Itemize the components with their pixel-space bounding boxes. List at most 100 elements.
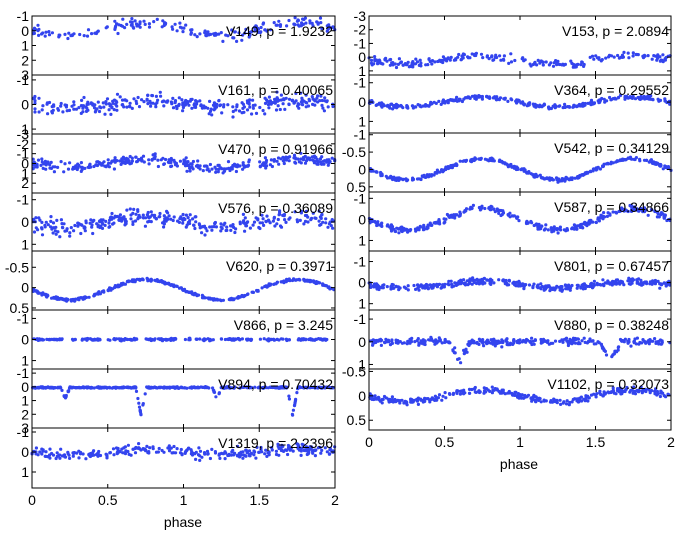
data-point (285, 337, 289, 342)
data-point (440, 341, 444, 345)
data-point (130, 17, 134, 21)
data-point (317, 219, 321, 223)
data-point (611, 210, 615, 214)
data-point (111, 101, 115, 105)
data-point (105, 97, 110, 101)
data-point (130, 156, 134, 160)
data-point (479, 279, 484, 283)
data-point (282, 386, 286, 390)
data-point (597, 219, 602, 223)
y-tick-label: 0 (358, 161, 366, 177)
y-tick-label: 1 (21, 464, 29, 480)
data-point (269, 158, 273, 162)
data-point (115, 385, 119, 390)
data-point (288, 216, 292, 220)
data-point (416, 337, 420, 341)
data-point (592, 279, 597, 283)
data-point (185, 223, 189, 227)
data-point (617, 209, 621, 214)
data-point (106, 338, 110, 342)
data-point (482, 344, 486, 348)
data-point (592, 101, 597, 105)
data-point (543, 177, 547, 181)
data-point (583, 171, 587, 175)
data-point (146, 93, 150, 97)
data-point (438, 222, 442, 226)
data-point (397, 231, 401, 235)
panel-label: V620, p = 0.3971 (226, 258, 333, 274)
data-point (249, 337, 253, 342)
data-point (582, 62, 586, 67)
data-point (137, 105, 142, 109)
y-tick-label: -1 (354, 190, 367, 206)
data-point (385, 176, 390, 180)
data-point (243, 31, 247, 35)
data-point (383, 58, 387, 62)
data-point (601, 282, 605, 286)
data-point (182, 26, 186, 30)
data-point (241, 102, 245, 106)
data-point (642, 94, 646, 99)
data-point (145, 385, 149, 389)
data-point (82, 34, 86, 38)
data-point (234, 108, 238, 112)
data-point (587, 339, 591, 343)
data-point (36, 158, 41, 162)
y-tick-label: -1 (354, 127, 367, 143)
data-point (419, 61, 423, 65)
data-point (581, 173, 585, 177)
data-point (443, 340, 447, 344)
data-point (101, 289, 106, 293)
data-point (525, 219, 529, 223)
data-point (51, 453, 56, 457)
data-point (191, 217, 195, 221)
data-point (492, 337, 496, 341)
data-point (423, 286, 427, 290)
data-point (263, 96, 267, 100)
data-point (642, 339, 646, 343)
data-point (243, 229, 247, 233)
data-point (137, 442, 141, 446)
data-point (302, 386, 306, 390)
data-point (646, 54, 650, 58)
data-point (582, 286, 586, 290)
data-point (138, 22, 142, 26)
data-point (462, 348, 466, 352)
data-point (80, 165, 84, 169)
data-point (406, 340, 410, 344)
data-point (417, 288, 421, 292)
data-point (54, 232, 58, 236)
data-point (131, 222, 135, 226)
data-point (323, 96, 327, 100)
data-point (171, 106, 176, 110)
data-point (74, 107, 78, 111)
data-point (633, 157, 637, 162)
data-point (79, 169, 83, 173)
data-point (464, 96, 468, 100)
data-point (581, 284, 585, 288)
data-point (107, 108, 111, 112)
data-point (392, 286, 396, 290)
data-point (317, 385, 321, 389)
data-point (571, 105, 575, 109)
y-tick-label: -1 (17, 310, 30, 326)
data-point (76, 297, 80, 301)
data-point (320, 338, 324, 342)
data-point (493, 55, 497, 59)
y-tick-label: 1 (21, 393, 29, 409)
data-point (604, 56, 608, 60)
data-point (654, 341, 658, 345)
y-tick-label: 3 (21, 420, 29, 436)
data-point (193, 226, 197, 231)
data-point (519, 168, 523, 172)
data-point (411, 400, 415, 404)
data-point (45, 102, 49, 106)
data-point (444, 396, 448, 400)
data-point (663, 97, 667, 101)
data-point (296, 445, 300, 449)
data-point (148, 99, 152, 103)
data-point (446, 56, 450, 61)
data-point (414, 287, 418, 291)
data-point (58, 338, 62, 342)
data-point (662, 216, 666, 220)
